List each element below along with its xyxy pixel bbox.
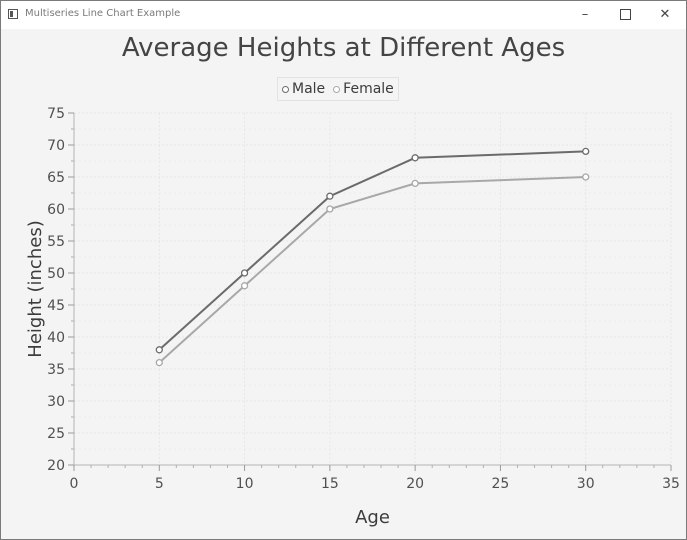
x-tick-label: 0 bbox=[70, 476, 79, 492]
x-axis-label: Age bbox=[355, 507, 390, 528]
y-tick-label: 55 bbox=[47, 234, 65, 250]
y-tick-label: 35 bbox=[47, 362, 65, 378]
data-point-female[interactable] bbox=[411, 179, 419, 188]
data-point-female[interactable] bbox=[326, 205, 334, 213]
window-title: Multiseries Line Chart Example bbox=[25, 8, 181, 19]
close-icon: ✕ bbox=[659, 7, 671, 22]
chart-legend: Male Female bbox=[277, 77, 399, 101]
y-tick-label: 70 bbox=[47, 138, 65, 154]
x-tick-label: 30 bbox=[577, 476, 595, 492]
y-axis-label: Height (inches) bbox=[25, 220, 46, 357]
x-tick-label: 25 bbox=[492, 476, 510, 492]
legend-label-male: Male bbox=[292, 81, 326, 97]
minimize-icon: – bbox=[581, 7, 589, 22]
y-tick-label: 40 bbox=[47, 330, 65, 346]
data-point-male[interactable] bbox=[411, 154, 419, 162]
legend-swatch-male bbox=[282, 85, 289, 93]
data-point-male[interactable] bbox=[155, 346, 163, 354]
legend-item-male[interactable]: Male bbox=[282, 81, 325, 97]
title-bar[interactable]: Multiseries Line Chart Example – ✕ bbox=[1, 1, 686, 29]
close-button[interactable]: ✕ bbox=[646, 1, 684, 29]
x-tick-label: 5 bbox=[155, 476, 164, 492]
y-tick-label: 50 bbox=[47, 266, 65, 282]
y-tick-label: 45 bbox=[47, 298, 65, 314]
data-point-male[interactable] bbox=[240, 269, 249, 277]
app-icon bbox=[8, 9, 18, 19]
x-tick-label: 15 bbox=[321, 476, 339, 492]
x-tick-label: 35 bbox=[662, 476, 680, 492]
y-tick-label: 65 bbox=[47, 170, 65, 186]
data-point-female[interactable] bbox=[155, 358, 163, 367]
maximize-button[interactable] bbox=[606, 1, 644, 29]
y-tick-label: 25 bbox=[47, 426, 65, 442]
chart-title: Average Heights at Different Ages bbox=[121, 33, 566, 63]
data-point-female[interactable] bbox=[240, 282, 249, 290]
y-tick-label: 75 bbox=[47, 106, 65, 122]
plot-area bbox=[74, 113, 671, 465]
y-tick-label: 30 bbox=[47, 394, 65, 410]
y-tick-label: 60 bbox=[47, 202, 65, 218]
legend-label-female: Female bbox=[343, 81, 394, 97]
data-point-male[interactable] bbox=[326, 192, 334, 200]
minimize-button[interactable]: – bbox=[566, 1, 604, 29]
data-point-female[interactable] bbox=[582, 173, 590, 181]
x-tick-label: 20 bbox=[406, 476, 424, 492]
x-tick-label: 10 bbox=[236, 476, 254, 492]
maximize-icon bbox=[619, 9, 631, 20]
legend-item-female[interactable]: Female bbox=[333, 81, 394, 97]
data-point-male[interactable] bbox=[582, 147, 590, 156]
y-tick-label: 20 bbox=[47, 458, 65, 474]
legend-swatch-female bbox=[333, 85, 341, 93]
